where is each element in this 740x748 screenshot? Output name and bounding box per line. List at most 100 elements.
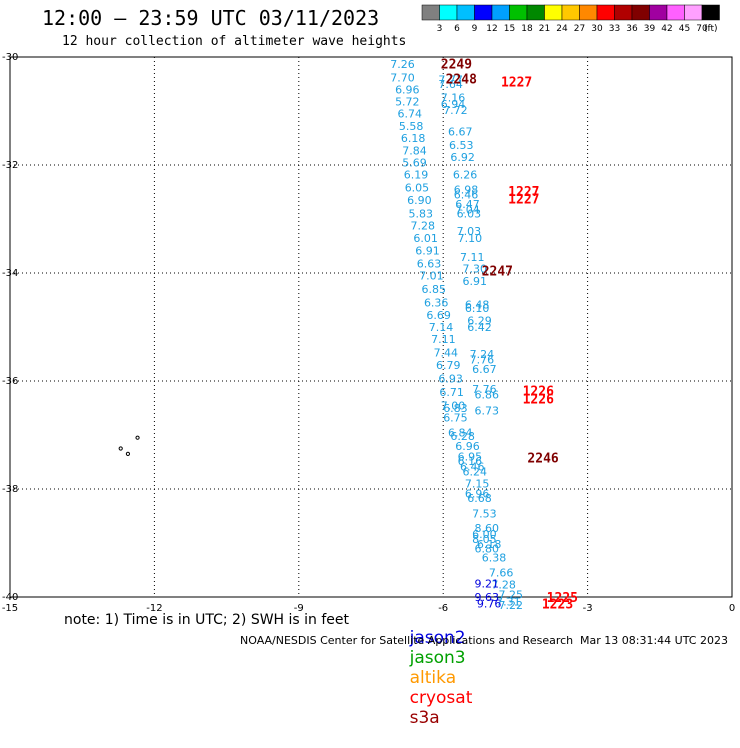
swh-label: 6.10	[465, 302, 490, 315]
swh-label: 6.46	[454, 189, 479, 202]
swh-label: 7.11	[460, 251, 485, 264]
colorbar-label: 27	[574, 24, 585, 34]
y-tick-label: -38	[2, 484, 18, 495]
x-tick-label: -3	[583, 603, 593, 614]
x-tick-label: -12	[146, 603, 162, 614]
swh-label: 6.36	[424, 297, 449, 310]
colorbar-label: 36	[626, 24, 638, 34]
swh-label: 6.74	[397, 108, 422, 121]
swh-label: 7.04	[455, 203, 480, 216]
swh-label: 7.10	[458, 232, 483, 245]
time-label: 2246	[527, 452, 558, 467]
y-tick-label: -32	[2, 160, 18, 171]
swh-label: 7.00	[441, 399, 466, 412]
swh-label: 6.85	[422, 283, 447, 296]
swh-label: 6.96	[465, 487, 490, 500]
legend-s3a: s3a	[409, 708, 440, 728]
time-label: 1226	[523, 385, 554, 400]
swh-label: 6.01	[413, 232, 438, 245]
swh-label: 8.05	[472, 533, 497, 546]
swh-label: 6.95	[458, 451, 483, 464]
swh-label: 6.84	[448, 426, 473, 439]
swh-label: 7.28	[491, 579, 516, 592]
swh-label: 6.91	[415, 244, 440, 257]
swh-label: 7.26	[390, 58, 415, 71]
swh-label: 6.91	[462, 275, 487, 288]
colorbar-swatch	[439, 4, 458, 21]
x-tick-label: 0	[729, 603, 735, 614]
colorbar-label: 30	[591, 24, 603, 34]
swh-label: 6.47	[455, 198, 480, 211]
land-point	[135, 435, 140, 440]
swh-label: 6.67	[472, 363, 497, 376]
swh-label: 7.70	[390, 72, 415, 85]
swh-label: 6.18	[477, 538, 502, 551]
colorbar-swatch	[614, 4, 633, 21]
swh-label: 7.11	[431, 333, 456, 346]
swh-label: 7.44	[434, 346, 459, 359]
swh-label: 7.66	[489, 567, 513, 580]
swh-label: 6.03	[457, 208, 482, 221]
colorbar-label: 45	[679, 24, 690, 34]
time-label: 1227	[508, 192, 539, 207]
time-label: 2247	[482, 264, 513, 279]
swh-label: 5.58	[399, 120, 424, 133]
time-label: 1227	[508, 185, 539, 200]
colorbar-unit: (ft)	[704, 24, 718, 34]
swh-label: 6.67	[448, 126, 473, 139]
colorbar-label: 3	[437, 24, 443, 34]
swh-label: 6.28	[450, 430, 475, 443]
colorbar-swatch	[421, 4, 440, 21]
swh-label: 6.79	[436, 359, 461, 372]
page: 12:00 — 23:59 UTC 03/11/2023 12 hour col…	[2, 4, 735, 728]
time-label: 1223	[542, 597, 573, 612]
colorbar-swatch	[684, 4, 703, 21]
colorbar-label: 39	[644, 24, 656, 34]
legend-altika: altika	[409, 668, 457, 688]
swh-label: 6.90	[407, 194, 432, 207]
swh-label: 6.48	[465, 298, 490, 311]
time-label: 2249	[441, 57, 472, 72]
time-label: 1226	[523, 392, 554, 407]
colorbar-label: 12	[486, 24, 497, 34]
swh-label: 7.76	[470, 353, 495, 366]
swh-label: 6.29	[467, 315, 492, 328]
swh-label: 5.69	[402, 156, 427, 169]
swh-label: 6.96	[395, 83, 420, 96]
swh-label: 8.60	[474, 522, 499, 535]
swh-label: 7.84	[402, 144, 427, 157]
swh-label: 6.96	[455, 440, 480, 453]
swh-label: 7.16	[441, 92, 466, 105]
swh-label: 6.53	[449, 139, 474, 152]
colorbar-swatch	[561, 4, 580, 21]
colorbar-swatch	[456, 4, 475, 21]
colorbar-label: 42	[661, 24, 672, 34]
time-label: 2248	[446, 73, 477, 88]
swh-label: 6.00	[472, 528, 497, 541]
colorbar-label: 15	[504, 24, 515, 34]
swh-label: 6.42	[467, 321, 492, 334]
colorbar-swatch	[491, 4, 510, 21]
colorbar-swatch	[631, 4, 650, 21]
swh-label-jason2: 9.76	[477, 597, 502, 610]
colorbar-swatch	[509, 4, 528, 21]
colorbar-swatch	[701, 4, 720, 21]
colorbar-swatch	[526, 4, 545, 21]
chart-subtitle: 12 hour collection of altimeter wave hei…	[62, 34, 407, 49]
colorbar-swatch	[474, 4, 493, 21]
swh-label: 7.30	[462, 263, 487, 276]
swh-label: 6.92	[450, 151, 475, 164]
swh-label: 6.80	[474, 542, 499, 555]
colorbar-label: 9	[472, 24, 478, 34]
legend-jason3: jason3	[409, 648, 466, 668]
land-point	[125, 451, 131, 456]
colorbar-label: 33	[609, 24, 620, 34]
swh-label: 6.63	[417, 257, 442, 270]
swh-label: 6.86	[474, 389, 499, 402]
footer-credit: NOAA/NESDIS Center for Satellite Applica…	[240, 634, 574, 647]
swh-label: 7.28	[410, 219, 435, 232]
swh-label: 6.05	[405, 182, 430, 195]
colorbar-swatch	[666, 4, 685, 21]
swh-label: 6.98	[454, 183, 479, 196]
swh-label-jason2: 9.63	[474, 591, 499, 604]
